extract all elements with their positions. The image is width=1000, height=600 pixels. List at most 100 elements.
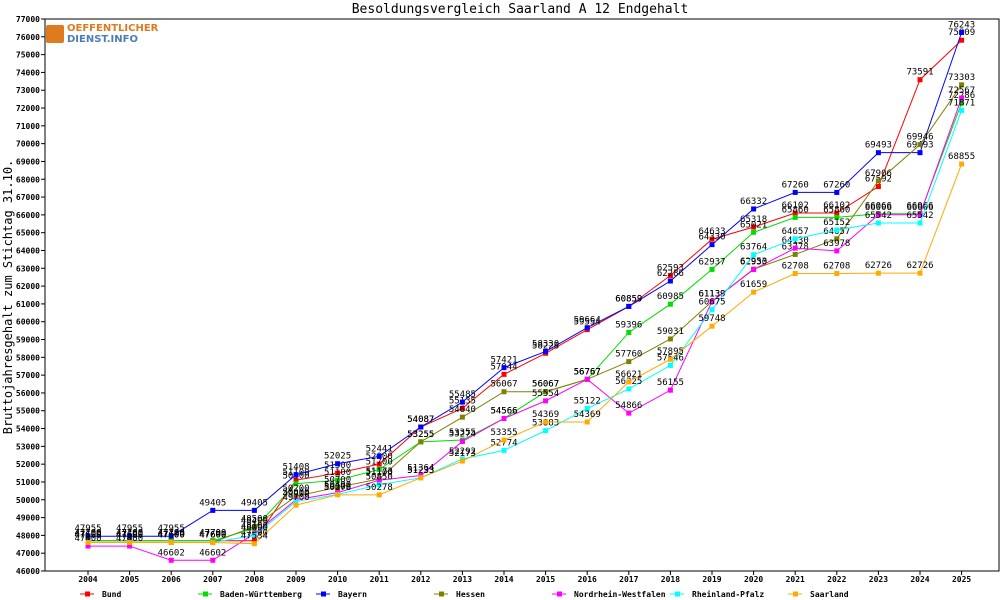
data-label: 62937: [698, 257, 725, 267]
data-point: [85, 533, 91, 539]
data-label: 47700: [199, 529, 226, 539]
data-point: [626, 329, 632, 335]
y-tick-label: 59000: [16, 336, 40, 345]
data-point: [251, 538, 257, 544]
y-tick-label: 77000: [16, 15, 40, 24]
data-point: [335, 470, 341, 476]
data-label: 47955: [74, 524, 101, 534]
y-tick-label: 68000: [16, 175, 40, 184]
data-label: 47600: [199, 531, 226, 541]
data-label: 66102: [823, 201, 850, 211]
legend-marker: [85, 591, 90, 597]
data-point: [792, 214, 798, 220]
data-label: 69493: [865, 141, 892, 151]
data-point: [251, 523, 257, 529]
data-label: 49405: [241, 498, 268, 508]
data-label: 50200: [282, 484, 309, 494]
logo-line-1: OEFFENTLICHER: [67, 23, 159, 34]
data-point: [875, 184, 881, 190]
y-tick-label: 64000: [16, 246, 40, 255]
data-label: 60675: [698, 298, 725, 308]
data-label: 50850: [366, 473, 393, 483]
data-point: [376, 461, 382, 467]
data-point: [584, 376, 590, 382]
data-label: 47600: [158, 531, 185, 541]
data-point: [293, 499, 299, 505]
data-point: [210, 557, 216, 563]
data-point: [376, 482, 382, 488]
data-label: 62593: [657, 264, 684, 274]
data-point: [875, 178, 881, 184]
y-tick-label: 47000: [16, 549, 40, 558]
data-point: [917, 150, 923, 156]
y-tick-label: 57000: [16, 371, 40, 380]
y-tick-label: 53000: [16, 442, 40, 451]
data-label: 47600: [116, 531, 143, 541]
legend-marker: [793, 591, 798, 597]
data-label: 52441: [366, 444, 393, 454]
data-label: 51100: [324, 468, 351, 478]
y-tick-label: 52000: [16, 460, 40, 469]
x-tick-label: 2018: [661, 575, 680, 584]
data-label: 47955: [158, 524, 185, 534]
data-label: 66006: [906, 203, 933, 213]
data-point: [626, 303, 632, 309]
legend-label: Saarland: [810, 590, 849, 599]
data-label: 47600: [158, 531, 185, 541]
data-label: 47600: [74, 531, 101, 541]
y-tick-label: 69000: [16, 157, 40, 166]
data-label: 51233: [407, 466, 434, 476]
data-point: [626, 379, 632, 385]
data-point: [834, 210, 840, 216]
data-point: [543, 348, 549, 354]
data-label: 47534: [241, 532, 268, 542]
data-label: 52292: [449, 447, 476, 457]
data-label: 51173: [366, 467, 393, 477]
x-tick-label: 2017: [619, 575, 638, 584]
data-label: 66332: [740, 197, 767, 207]
y-axis-label: Bruttojahresgehalt zum Stichtag 31.10.: [1, 160, 15, 435]
legend-item: Bund: [80, 590, 121, 599]
legend-label: Bayern: [338, 590, 367, 599]
data-label: 54566: [490, 406, 517, 416]
data-point: [335, 461, 341, 467]
data-point: [376, 453, 382, 459]
y-tick-label: 66000: [16, 211, 40, 220]
series-1: 4770047700477004770048400509005110051700…: [74, 91, 975, 544]
y-tick-label: 58000: [16, 353, 40, 362]
data-label: 66006: [865, 203, 892, 213]
data-point: [293, 477, 299, 483]
data-label: 50278: [366, 483, 393, 493]
data-label: 56767: [574, 367, 601, 377]
data-point: [709, 266, 715, 272]
x-tick-label: 2022: [827, 575, 846, 584]
data-point: [501, 437, 507, 443]
data-point: [875, 150, 881, 156]
data-point: [875, 212, 881, 218]
data-label: 53255: [407, 430, 434, 440]
x-tick-label: 2007: [203, 575, 222, 584]
data-point: [501, 389, 507, 395]
x-tick-label: 2013: [453, 575, 472, 584]
data-point: [667, 301, 673, 307]
data-label: 56767: [574, 367, 601, 377]
data-label: 59664: [574, 316, 601, 326]
data-label: 62286: [657, 269, 684, 279]
data-point: [917, 220, 923, 226]
data-label: 73303: [948, 73, 975, 83]
data-label: 66066: [906, 202, 933, 212]
x-tick-label: 2008: [245, 575, 264, 584]
y-tick-label: 63000: [16, 264, 40, 273]
series-line: [88, 163, 963, 545]
data-point: [168, 540, 174, 546]
data-label: 57760: [615, 350, 642, 360]
x-tick-label: 2016: [578, 575, 597, 584]
data-label: 52774: [490, 438, 517, 448]
x-tick-label: 2014: [494, 575, 513, 584]
series-group: 4770047700477004770047700511005150052000…: [74, 20, 975, 563]
series-0: 4770047700477004770047700511005150052000…: [74, 28, 975, 544]
y-tick-label: 50000: [16, 496, 40, 505]
series-line: [88, 97, 963, 561]
data-label: 63978: [823, 239, 850, 249]
data-label: 48400: [241, 516, 268, 526]
